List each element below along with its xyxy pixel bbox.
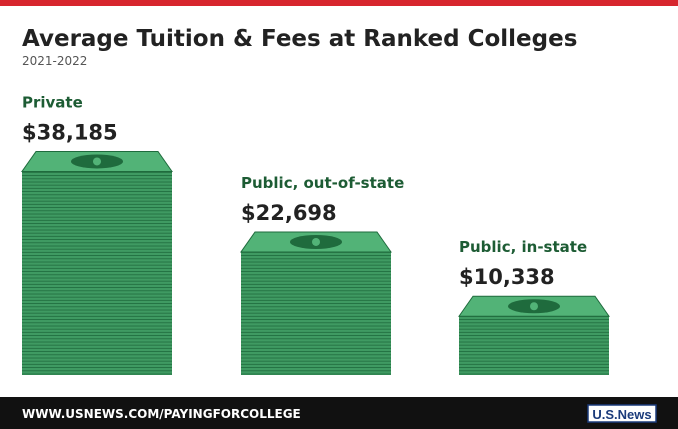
value-label: $38,185 (22, 120, 118, 144)
bill-coin (93, 157, 101, 166)
bill-stack (241, 251, 391, 375)
logo-box (587, 404, 657, 423)
value-label: $22,698 (241, 201, 337, 225)
footer-bar (0, 397, 678, 429)
footer-text: WWW.USNEWS.COM/PAYINGFORCOLLEGE (22, 407, 301, 421)
bill-stack (459, 316, 609, 375)
top-bar (0, 0, 678, 6)
value-label: $10,338 (459, 265, 555, 289)
category-label: Public, in-state (459, 238, 587, 256)
subtitle: 2021-2022 (22, 54, 87, 68)
category-label: Private (22, 93, 83, 111)
category-label: Public, out-of-state (241, 174, 404, 192)
logo: U.S.News (592, 407, 651, 422)
chart-title: Average Tuition & Fees at Ranked College… (22, 26, 577, 52)
bill-coin (312, 237, 320, 246)
bill-stack (22, 171, 172, 375)
bill-coin (530, 302, 538, 311)
